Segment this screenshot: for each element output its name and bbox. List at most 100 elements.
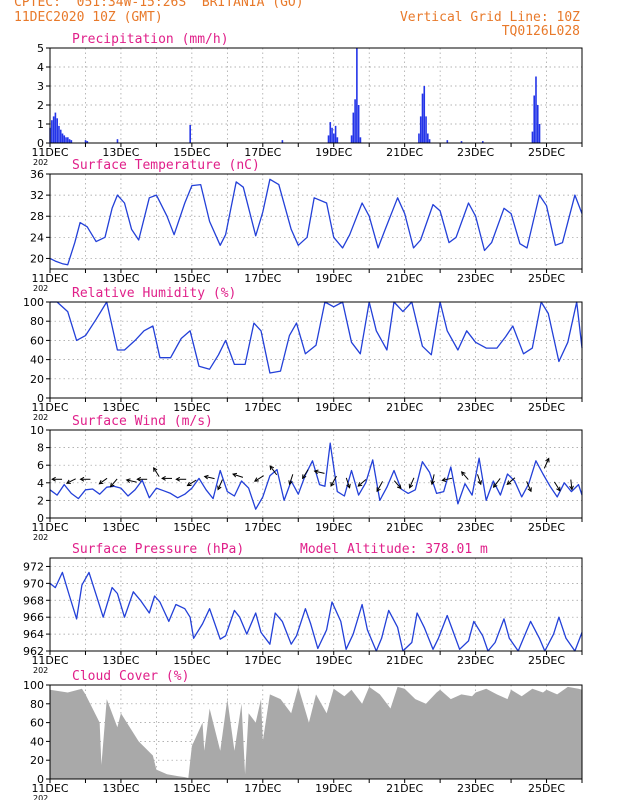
x-tick-label: 15DEC [173, 401, 210, 414]
precip-bar [116, 139, 119, 143]
cloud-cover-area [50, 686, 582, 779]
precip-bar [425, 116, 427, 143]
x-tick-label: 19DEC [315, 654, 352, 667]
precip-bar [189, 124, 191, 143]
wind-arrow [493, 478, 501, 488]
wind-arrow-head [527, 487, 532, 493]
y-tick-label: 0 [37, 392, 44, 405]
x-tick-label: 11DEC [31, 782, 68, 795]
wind-arrow-head [125, 478, 131, 483]
x-tick-label: 19DEC [315, 272, 352, 285]
header-model-code: TQ0126L028 [501, 24, 580, 39]
year-label: 202 [33, 794, 48, 800]
wind-arrow-head [217, 485, 222, 491]
y-tick-label: 100 [23, 296, 44, 309]
wind-arrow [526, 481, 532, 492]
x-tick-label: 13DEC [102, 146, 139, 159]
precip-bar [329, 122, 332, 143]
x-tick-label: 23DEC [457, 146, 494, 159]
wind-arrow [409, 477, 415, 488]
x-tick-label: 15DEC [173, 654, 210, 667]
wind-arrow [477, 474, 482, 485]
wind-arrow [543, 458, 550, 469]
x-tick-label: 23DEC [457, 654, 494, 667]
y-tick-label: 80 [30, 315, 44, 328]
wind-arrow [269, 465, 278, 476]
precip-bar [336, 137, 339, 143]
precip-bar [86, 141, 89, 143]
y-tick-label: 962 [23, 645, 44, 658]
x-tick-label: 21DEC [386, 146, 423, 159]
precip-bar [54, 112, 57, 143]
wind-arrow [302, 469, 309, 479]
x-tick-label: 21DEC [386, 401, 423, 414]
y-tick-label: 2 [37, 494, 44, 507]
precip-bar [531, 131, 534, 143]
plot-frame [49, 429, 583, 519]
plot-frame [49, 557, 583, 652]
wind-arrow-head [376, 487, 381, 493]
y-tick-label: 20 [30, 754, 44, 767]
x-tick-label: 17DEC [244, 521, 281, 534]
wind-arrow [393, 480, 402, 489]
wind-arrow-head [203, 474, 209, 480]
precip-bar [350, 135, 353, 143]
precip-bar [70, 140, 73, 143]
y-tick-label: 4 [37, 477, 44, 490]
precip-bar [481, 141, 484, 143]
precip-bar [423, 86, 426, 143]
y-tick-label: 8 [37, 442, 44, 455]
x-tick-label: 23DEC [457, 401, 494, 414]
x-tick-label: 13DEC [102, 654, 139, 667]
x-tick-label: 23DEC [457, 782, 494, 795]
y-tick-label: 20 [30, 252, 44, 265]
wind-arrow [187, 479, 197, 486]
y-tick-label: 10 [30, 424, 44, 437]
y-tick-label: 4 [37, 61, 44, 74]
precip-bar [65, 137, 67, 143]
wind-arrow-head [109, 482, 115, 488]
precip-bar [356, 48, 358, 143]
x-tick-label: 17DEC [244, 146, 281, 159]
wind-arrow [345, 477, 351, 488]
y-tick-label: 32 [30, 189, 44, 202]
precip-bar [359, 137, 362, 143]
wind-arrow [376, 481, 384, 492]
precip-bar [52, 116, 55, 143]
y-tick-label: 24 [30, 231, 44, 244]
wind-arrow-head [313, 469, 319, 475]
x-tick-label: 11DEC [31, 654, 68, 667]
y-tick-label: 964 [23, 628, 44, 641]
precip-bar [352, 112, 355, 143]
wind-arrow-head [492, 483, 498, 489]
y-tick-label: 0 [37, 137, 44, 150]
wind-arrow-head [302, 474, 307, 480]
wind-arrow [110, 478, 118, 487]
plot-frame [49, 301, 583, 399]
x-tick-label: 21DEC [386, 654, 423, 667]
x-tick-label: 13DEC [102, 521, 139, 534]
header-station: CPTEC: 051:34W-15:26S BRITANIA (GO) [14, 0, 304, 10]
wind-arrow-head [51, 476, 56, 482]
y-tick-label: 40 [30, 354, 44, 367]
wind-arrow [66, 478, 76, 484]
wind-arrow [99, 477, 108, 485]
wind-arrow-head [288, 480, 293, 486]
wind-arrow [553, 481, 561, 491]
y-tick-label: 60 [30, 717, 44, 730]
precip-bar [427, 133, 429, 143]
wind-arrow-head [346, 483, 351, 489]
precip-bar [421, 93, 424, 143]
wind-arrow-head [460, 471, 466, 476]
x-tick-label: 11DEC [31, 146, 68, 159]
wind-arrow-head [477, 480, 482, 486]
x-tick-label: 17DEC [244, 272, 281, 285]
precip-bar [536, 105, 539, 143]
precip-bar [538, 124, 541, 143]
precip-bar [333, 133, 335, 143]
wind-arrow [461, 471, 469, 480]
wind-arrow-head [396, 484, 402, 490]
x-tick-label: 21DEC [386, 521, 423, 534]
y-tick-label: 36 [30, 168, 44, 181]
wind-arrow [442, 477, 453, 481]
